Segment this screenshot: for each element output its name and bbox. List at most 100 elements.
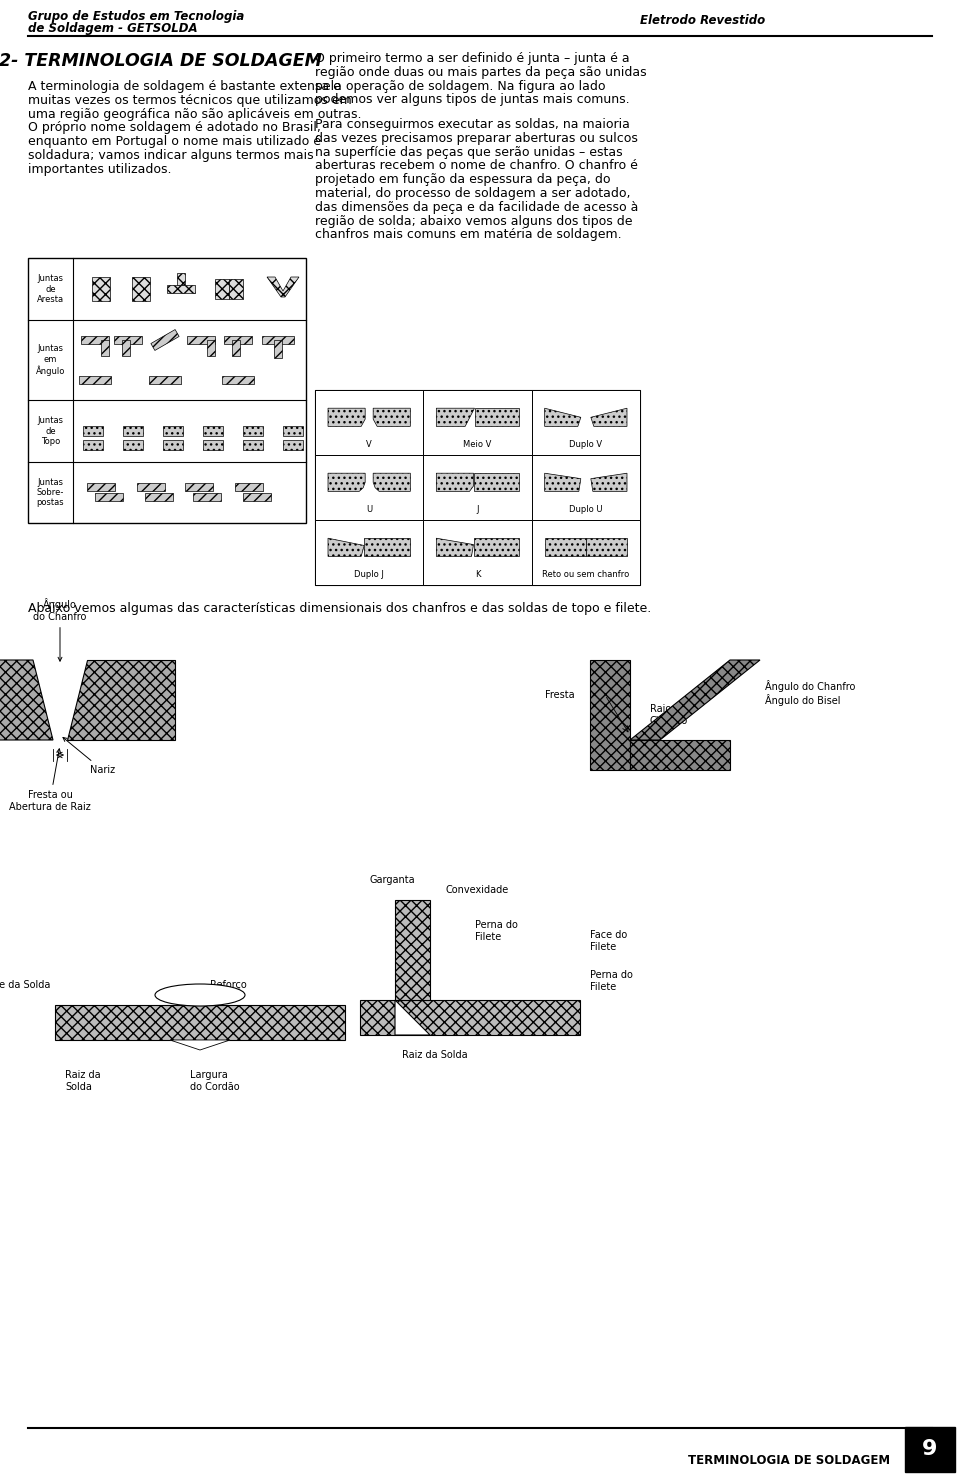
Bar: [395, 899, 430, 1000]
Text: K: K: [475, 570, 480, 579]
Polygon shape: [590, 473, 627, 492]
Bar: [114, 335, 142, 344]
Bar: [235, 483, 263, 490]
Text: V: V: [367, 440, 372, 449]
Bar: [243, 425, 263, 436]
Text: Reforço: Reforço: [210, 981, 247, 990]
Polygon shape: [437, 408, 474, 427]
Text: Meio V: Meio V: [464, 440, 492, 449]
Text: Face do
Filete: Face do Filete: [590, 931, 627, 951]
Bar: [207, 340, 215, 356]
Polygon shape: [0, 660, 53, 740]
Bar: [163, 425, 183, 436]
Polygon shape: [170, 1040, 230, 1050]
Ellipse shape: [155, 984, 245, 1006]
Polygon shape: [67, 660, 175, 740]
Bar: [185, 483, 213, 490]
Polygon shape: [364, 538, 410, 557]
Bar: [315, 520, 423, 585]
Text: enquanto em Portugal o nome mais utilizado é: enquanto em Portugal o nome mais utiliza…: [28, 136, 321, 148]
Bar: [905, 1427, 955, 1473]
Bar: [203, 425, 223, 436]
Bar: [532, 390, 640, 455]
Bar: [87, 483, 115, 490]
Bar: [123, 440, 143, 450]
Text: O próprio nome soldagem é adotado no Brasil,: O próprio nome soldagem é adotado no Bra…: [28, 121, 321, 134]
Bar: [532, 520, 640, 585]
Polygon shape: [437, 473, 473, 492]
Bar: [92, 278, 110, 301]
Text: O primeiro termo a ser definido é junta – junta é a: O primeiro termo a ser definido é junta …: [315, 52, 630, 65]
Bar: [193, 493, 221, 501]
Text: importantes utilizados.: importantes utilizados.: [28, 162, 172, 176]
Bar: [222, 377, 254, 384]
Bar: [232, 340, 240, 356]
Bar: [101, 340, 109, 356]
Bar: [151, 329, 180, 350]
Text: Face da Solda: Face da Solda: [0, 981, 50, 990]
Text: das vezes precisamos preparar aberturas ou sulcos: das vezes precisamos preparar aberturas …: [315, 131, 637, 145]
Bar: [167, 285, 195, 292]
Text: região onde duas ou mais partes da peça são unidas: região onde duas ou mais partes da peça …: [315, 66, 647, 78]
Bar: [177, 273, 185, 285]
Text: Para conseguirmos executar as soldas, na maioria: Para conseguirmos executar as soldas, na…: [315, 118, 630, 131]
Polygon shape: [630, 740, 730, 770]
Bar: [423, 390, 532, 455]
Text: Raiz da
Solda: Raiz da Solda: [65, 1069, 101, 1092]
Bar: [79, 377, 111, 384]
Text: pela operação de soldagem. Na figura ao lado: pela operação de soldagem. Na figura ao …: [315, 80, 606, 93]
Bar: [95, 493, 123, 501]
Text: soldadura; vamos indicar alguns termos mais: soldadura; vamos indicar alguns termos m…: [28, 149, 314, 162]
Bar: [187, 335, 215, 344]
Bar: [215, 279, 229, 298]
Text: chanfros mais comuns em matéria de soldagem.: chanfros mais comuns em matéria de solda…: [315, 229, 622, 241]
Bar: [243, 493, 271, 501]
Polygon shape: [473, 538, 518, 557]
Text: das dimensões da peça e da facilidade de acesso à: das dimensões da peça e da facilidade de…: [315, 201, 638, 214]
Bar: [203, 440, 223, 450]
Bar: [28, 258, 306, 523]
Text: Juntas
Sobre-
postas: Juntas Sobre- postas: [36, 477, 64, 508]
Text: na superfície das peças que serão unidas – estas: na superfície das peças que serão unidas…: [315, 146, 623, 158]
Bar: [224, 335, 252, 344]
Bar: [315, 455, 423, 520]
Text: Fresta: Fresta: [545, 690, 575, 700]
Bar: [163, 440, 183, 450]
Text: Eletrodo Revestido: Eletrodo Revestido: [640, 13, 765, 27]
Bar: [83, 425, 103, 436]
Text: podemos ver alguns tipos de juntas mais comuns.: podemos ver alguns tipos de juntas mais …: [315, 93, 630, 106]
Bar: [83, 440, 103, 450]
Bar: [262, 335, 294, 344]
Text: J: J: [476, 505, 479, 514]
Polygon shape: [395, 1000, 430, 1035]
Text: uma região geográfica não são aplicáveis em outras.: uma região geográfica não são aplicáveis…: [28, 108, 362, 121]
Text: material, do processo de soldagem a ser adotado,: material, do processo de soldagem a ser …: [315, 188, 631, 199]
Text: Perna do
Filete: Perna do Filete: [475, 920, 517, 942]
Polygon shape: [328, 473, 365, 492]
Text: Duplo V: Duplo V: [569, 440, 602, 449]
Text: Juntas
de
Topo: Juntas de Topo: [37, 417, 63, 446]
Polygon shape: [473, 473, 518, 492]
Text: aberturas recebem o nome de chanfro. O chanfro é: aberturas recebem o nome de chanfro. O c…: [315, 160, 637, 173]
Text: Duplo J: Duplo J: [354, 570, 384, 579]
Text: 9: 9: [923, 1439, 938, 1459]
Bar: [283, 440, 303, 450]
Bar: [132, 278, 150, 301]
Text: Duplo U: Duplo U: [569, 505, 603, 514]
Bar: [360, 1000, 580, 1035]
Text: Abaixo vemos algumas das características dimensionais dos chanfros e das soldas : Abaixo vemos algumas das características…: [28, 603, 651, 614]
Text: 2- TERMINOLOGIA DE SOLDAGEM: 2- TERMINOLOGIA DE SOLDAGEM: [0, 52, 322, 69]
Text: região de solda; abaixo vemos alguns dos tipos de: região de solda; abaixo vemos alguns dos…: [315, 214, 633, 227]
Bar: [55, 1004, 345, 1040]
Text: Juntas
em
Ângulo: Juntas em Ângulo: [36, 344, 65, 375]
Bar: [123, 425, 143, 436]
Bar: [149, 377, 181, 384]
Text: Grupo de Estudos em Tecnologia: Grupo de Estudos em Tecnologia: [28, 10, 244, 24]
Bar: [423, 520, 532, 585]
Polygon shape: [328, 408, 365, 427]
Text: Convexidade: Convexidade: [445, 885, 508, 895]
Bar: [137, 483, 165, 490]
Text: Largura
do Cordão: Largura do Cordão: [190, 1069, 240, 1092]
Polygon shape: [328, 538, 364, 557]
Bar: [532, 455, 640, 520]
